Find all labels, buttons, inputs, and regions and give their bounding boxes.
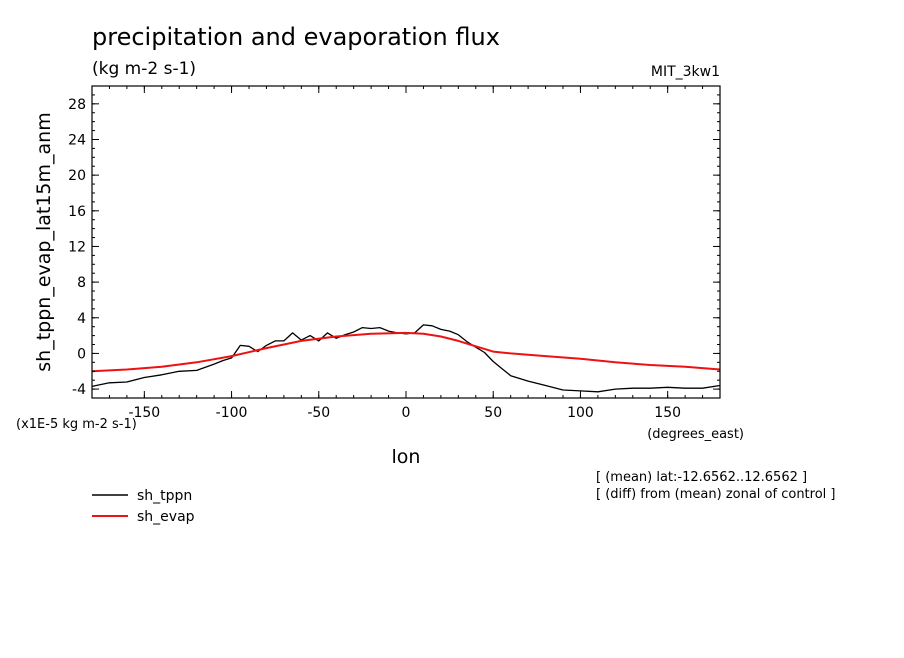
x-tick-label: -100: [216, 405, 248, 421]
x-tick-label: 150: [654, 405, 681, 421]
y-tick-label: 16: [68, 204, 86, 220]
note-lat-range: [ (mean) lat:-12.6562..12.6562 ]: [596, 470, 807, 485]
y-axis-units: (x1E-5 kg m-2 s-1): [16, 417, 137, 432]
model-label: MIT_3kw1: [651, 64, 720, 80]
series-line-sh-tppn: [91, 324, 721, 393]
chart-title: precipitation and evaporation flux: [92, 23, 500, 51]
x-tick-label: 0: [402, 405, 411, 421]
x-axis-units: (degrees_east): [647, 427, 744, 442]
y-tick-label: 0: [77, 346, 86, 362]
chart-subtitle: (kg m-2 s-1): [92, 59, 196, 79]
y-tick-label: 20: [68, 168, 86, 184]
series-line-sh-evap: [91, 331, 721, 373]
axis-ticks: -150 -100 -50 0 50 100 150 -4 0 4 8 12 16 20 24 28: [68, 85, 720, 421]
y-tick-label: 28: [68, 97, 86, 113]
y-tick-label: 24: [68, 132, 86, 148]
x-tick-label: 100: [567, 405, 594, 421]
x-tick-label: 50: [484, 405, 502, 421]
series-layer: [91, 324, 721, 393]
legend-label-sh-evap: sh_evap: [137, 509, 195, 525]
y-tick-label: 8: [77, 275, 86, 291]
x-tick-label: -150: [128, 405, 160, 421]
y-tick-label: -4: [72, 382, 86, 398]
plot-frame: [91, 85, 721, 399]
x-tick-label: -50: [307, 405, 330, 421]
x-axis-label: lon: [392, 446, 421, 468]
y-tick-label: 12: [68, 239, 86, 255]
note-diff: [ (diff) from (mean) zonal of control ]: [596, 487, 835, 502]
legend: sh_tppn sh_evap: [92, 488, 195, 525]
legend-label-sh-tppn: sh_tppn: [137, 488, 192, 504]
y-tick-label: 4: [77, 311, 86, 327]
y-axis-label: sh_tppn_evap_lat15m_anm: [33, 112, 55, 371]
